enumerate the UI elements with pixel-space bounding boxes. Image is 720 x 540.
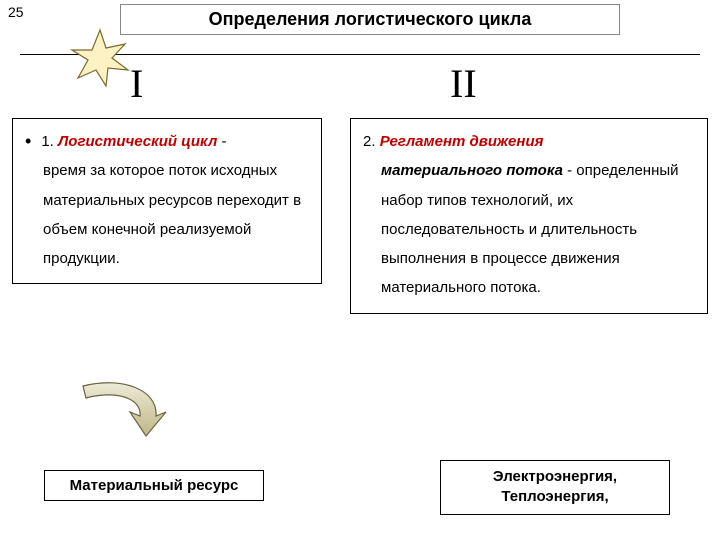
def1-num: 1. (41, 133, 58, 150)
def1-dash: - (217, 133, 226, 150)
roman-one: I (130, 60, 143, 107)
definition-box-2: 2. Регламент движения материального пото… (350, 118, 708, 314)
def2-em: материального потока (381, 162, 563, 179)
roman-two: II (450, 60, 477, 107)
slide-title: Определения логистического цикла (120, 4, 620, 35)
material-resource-box: Материальный ресурс (44, 470, 264, 501)
def2-heading: 2. Регламент движения (363, 127, 695, 156)
def2-dash: - (563, 162, 572, 179)
def2-rest: определенный набор типов технологий, их … (381, 162, 679, 296)
definition-box-1: • 1. Логистический цикл - время за котор… (12, 118, 322, 284)
def1-body: время за которое поток исходных материал… (25, 156, 309, 273)
def2-num: 2. (363, 133, 380, 150)
def1-term: Логистический цикл (58, 133, 217, 150)
curved-arrow-icon (68, 378, 168, 448)
def2-term: Регламент движения (380, 133, 544, 150)
star-icon (70, 28, 130, 88)
def1-heading: • 1. Логистический цикл - (25, 127, 309, 156)
def2-body: материального потока - определенный набо… (363, 156, 695, 302)
slide-number: 25 (8, 4, 24, 20)
bullet-icon: • (25, 127, 31, 156)
energy-box: Электроэнергия, Теплоэнергия, (440, 460, 670, 515)
